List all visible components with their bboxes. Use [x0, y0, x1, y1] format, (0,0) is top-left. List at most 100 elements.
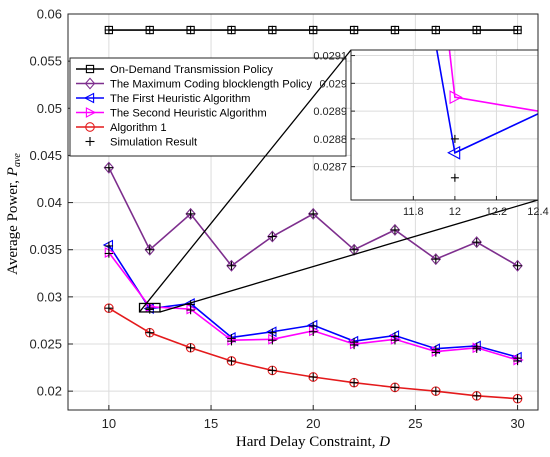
data-point: [104, 247, 116, 258]
simulation-point: [513, 261, 522, 270]
y-tick-label: 0.035: [29, 242, 62, 257]
inset-series-1: [448, 50, 538, 112]
simulation-point: [390, 383, 400, 392]
zoom-region-box: [138, 302, 161, 313]
x-tick-label: 10: [102, 416, 116, 431]
simulation-point: [268, 25, 277, 35]
zoom-connector-line: [139, 49, 352, 313]
data-point: [102, 239, 114, 251]
data-point: [472, 342, 483, 354]
data-point: [226, 356, 237, 366]
simulation-point: [309, 209, 318, 219]
data-point: [103, 161, 115, 174]
simulation-point: [431, 254, 441, 264]
simulation-point: [227, 25, 236, 35]
simulation-point: [472, 237, 481, 247]
data-point: [471, 236, 482, 249]
data-point: [389, 223, 401, 236]
inset-x-tick-label: 12.2: [486, 206, 507, 218]
x-axis-label: Hard Delay Constraint, D: [236, 434, 390, 450]
y-tick-label: 0.05: [37, 101, 62, 116]
simulation-point: [472, 25, 481, 35]
data-point: [266, 326, 277, 338]
legend-label: Algorithm 1: [110, 122, 167, 134]
x-tick-label: 30: [510, 416, 524, 431]
simulation-point: [268, 232, 277, 241]
y-tick-label: 0.06: [37, 7, 62, 22]
legend-entry: Algorithm 1: [76, 122, 167, 134]
simulation-point: [104, 25, 114, 35]
legend-label: The First Heuristic Algorithm: [110, 93, 251, 105]
simulation-point: [104, 163, 114, 172]
simulation-point: [227, 261, 236, 270]
simulation-point: [513, 394, 522, 403]
data-point: [388, 330, 400, 341]
simulation-point: [349, 245, 359, 254]
simulation-point: [268, 366, 277, 375]
y-axis-label: Average Power, Pave: [5, 153, 23, 275]
simulation-point: [349, 378, 359, 387]
legend-label: The Second Heuristic Algorithm: [110, 108, 267, 120]
data-point: [512, 259, 523, 272]
inset-x-tick-label: 12: [449, 206, 461, 218]
legend-marker: [84, 77, 96, 90]
data-point: [268, 333, 279, 345]
legend-marker: [85, 64, 95, 74]
inset-series-line: [448, 50, 538, 112]
simulation-series: [104, 25, 522, 403]
simulation-point: [186, 25, 195, 35]
inset-data-point: [447, 145, 461, 160]
inset-plot-area: [435, 50, 538, 182]
simulation-point: [349, 340, 359, 350]
legend-label: Simulation Result: [110, 137, 198, 149]
zoom-connectors: [138, 49, 539, 313]
inset-data-point: [449, 90, 463, 105]
legend-entry: On-Demand Transmission Policy: [76, 64, 273, 76]
simulation-point: [390, 336, 400, 345]
data-point: [185, 207, 196, 220]
simulation-point: [309, 327, 318, 336]
legend-box: [69, 57, 347, 157]
simulation-point: [145, 245, 154, 254]
legend: On-Demand Transmission Policy The Maximum…: [69, 57, 347, 157]
simulation-point: [309, 25, 318, 35]
simulation-point: [472, 391, 481, 401]
data-point: [431, 386, 441, 396]
simulation-point: [227, 336, 236, 346]
inset-y-tick-label: 0.0287: [313, 162, 347, 174]
simulation-point: [309, 372, 318, 382]
simulation-point: [186, 209, 195, 219]
data-point: [390, 333, 402, 345]
simulation-point: [390, 225, 400, 235]
legend-marker: [85, 137, 95, 146]
main-axes-frame: [67, 13, 539, 411]
data-point: [390, 382, 400, 393]
simulation-point: [186, 343, 195, 352]
legend-marker: [85, 122, 95, 132]
inset-x-tick-label: 12.4: [527, 206, 548, 218]
data-point: [186, 303, 197, 315]
inset-series-0: [435, 50, 538, 160]
data-point: [309, 325, 320, 337]
simulation-point: [472, 344, 481, 353]
legend-entry: The Maximum Coding blocklength Policy: [76, 77, 312, 91]
data-point: [144, 327, 155, 338]
data-point: [430, 253, 442, 266]
legend-entry: The First Heuristic Algorithm: [76, 92, 251, 105]
legend-label: On-Demand Transmission Policy: [110, 64, 273, 76]
inset-y-tick-label: 0.0289: [313, 106, 347, 118]
inset-simulation-point: [450, 173, 459, 182]
legend-label: The Maximum Coding blocklength Policy: [110, 79, 312, 91]
simulation-point: [431, 25, 441, 35]
y-tick-label: 0.055: [29, 54, 62, 69]
data-point: [104, 303, 114, 313]
simulation-point: [431, 386, 441, 396]
inset-background: [351, 50, 538, 200]
legend-marker: [83, 92, 95, 104]
main-series-layer: [102, 25, 524, 404]
simulation-point: [145, 25, 154, 35]
simulation-point: [104, 303, 114, 313]
main-ticks: 10 15 20 25 30 0.02 0.025 0.03 0.035 0.04 0.045 0.0…: [29, 7, 524, 432]
